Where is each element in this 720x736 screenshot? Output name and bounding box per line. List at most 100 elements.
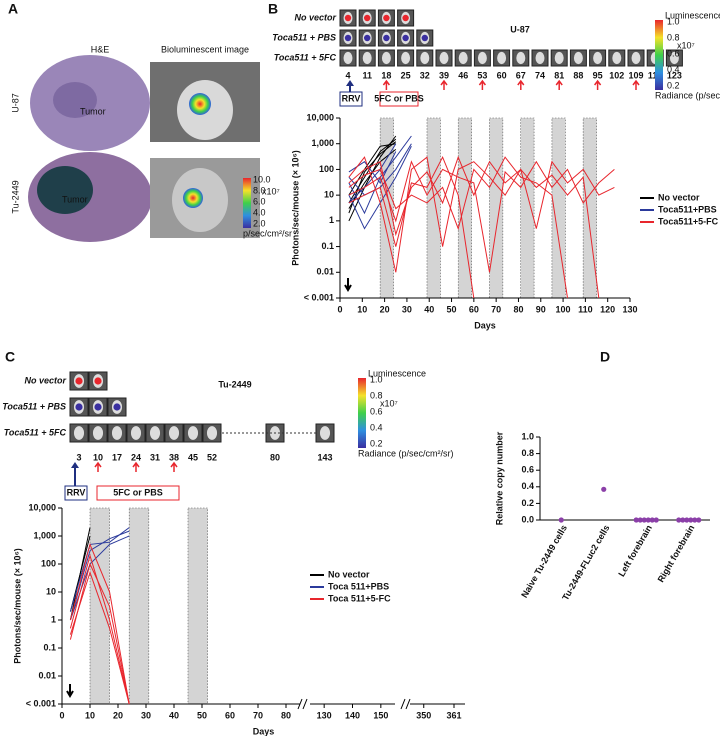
thumbnail-mouse <box>669 51 679 65</box>
data-point <box>688 517 694 523</box>
colorbar-label: 4.0 <box>253 207 266 217</box>
signal <box>183 188 203 208</box>
strip-row-label: Toca511 + 5FC <box>274 52 337 62</box>
thumbnail-signal <box>402 14 409 22</box>
x-tick-label: Naive Tu-2449 cells <box>519 523 569 599</box>
data-point <box>676 517 682 523</box>
x-tick-label: 20 <box>113 710 123 720</box>
strip-day: 17 <box>112 452 122 462</box>
y-tick-label: 0.1 <box>321 241 334 251</box>
thumbnail-signal <box>421 34 428 42</box>
strip-day: 38 <box>169 452 179 462</box>
thumbnail-mouse <box>381 51 391 65</box>
x-tick-label: 130 <box>317 710 332 720</box>
thumbnail-signal <box>383 14 390 22</box>
axis-break <box>297 698 308 710</box>
treatment-period <box>457 117 472 299</box>
strip-day: 18 <box>381 70 391 80</box>
start-arrow <box>344 278 352 292</box>
thumbnail-mouse <box>477 51 487 65</box>
x-tick-label: 60 <box>469 304 479 314</box>
colorbar <box>243 178 251 228</box>
panel-label: B <box>268 1 278 17</box>
colorbar-label: 1.0 <box>667 16 680 26</box>
colorbar-label: 0.8 <box>370 390 383 400</box>
thumbnail-mouse <box>92 426 104 440</box>
series-line <box>348 160 615 273</box>
thumbnail-mouse <box>362 51 372 65</box>
x-tick-label: Right forebrain <box>656 523 697 584</box>
strip-day: 95 <box>593 70 603 80</box>
x-tick-label: 50 <box>197 710 207 720</box>
thumbnail-mouse <box>439 51 449 65</box>
thumbnail-signal <box>75 377 83 385</box>
data-point <box>633 517 639 523</box>
x-tick-label: Tu-2449-FLuc2 cells <box>560 523 611 602</box>
rrv-arrowhead <box>346 80 354 86</box>
treatment-label: 5FC or PBS <box>113 487 163 497</box>
panel-a-images <box>28 55 260 242</box>
thumbnail-signal <box>344 14 352 22</box>
strip-day: 52 <box>207 452 217 462</box>
y-tick-label: 0.1 <box>43 642 56 652</box>
column-label: Bioluminescent image <box>161 44 249 54</box>
strip-day: 143 <box>317 452 332 462</box>
x-tick-label: 90 <box>536 304 546 314</box>
x-tick-label: 150 <box>373 710 388 720</box>
strip-day: 10 <box>93 452 103 462</box>
series-line <box>69 562 130 705</box>
x-tick-label: Left forebrain <box>616 523 654 578</box>
treatment-period <box>489 117 504 299</box>
strip-row-label: Toca511 + PBS <box>2 401 66 411</box>
colorbar-label: 1.0 <box>370 374 383 384</box>
strip-day: 81 <box>554 70 564 80</box>
x-tick-label: 350 <box>416 710 431 720</box>
x-tick-label: 130 <box>622 304 637 314</box>
chart-title: U-87 <box>510 24 530 34</box>
y-axis-label: Photons/sec/mouse (× 10⁶) <box>12 548 22 663</box>
tumor-label: Tumor <box>62 194 88 204</box>
strip-day: 31 <box>150 452 160 462</box>
x-axis-label: Days <box>253 726 275 736</box>
thumbnail-mouse <box>516 51 526 65</box>
column-label: H&E <box>91 44 110 54</box>
y-tick-label: 0.6 <box>521 465 534 475</box>
axis-break <box>400 698 411 710</box>
series-line <box>348 156 615 273</box>
panel-label: C <box>5 349 15 365</box>
colorbar-unit: x10⁷ <box>262 186 280 196</box>
strip-day: 32 <box>420 70 430 80</box>
strip-row-label: Toca511 + 5FC <box>4 427 67 437</box>
strip-day: 11 <box>362 70 372 80</box>
legend-label: Toca 511+PBS <box>328 581 389 591</box>
data-point <box>684 517 690 523</box>
x-tick-label: 100 <box>556 304 571 314</box>
x-tick-label: 40 <box>424 304 434 314</box>
strip-day: 25 <box>401 70 411 80</box>
signal <box>189 93 211 115</box>
y-tick-label: 10 <box>46 586 56 596</box>
thumbnail-signal <box>94 403 102 411</box>
row-label: U-87 <box>10 93 20 113</box>
colorbar-label: 0.6 <box>370 406 383 416</box>
strip-day: 39 <box>439 70 449 80</box>
colorbar-label: 0.2 <box>667 80 680 90</box>
y-tick-label: < 0.001 <box>304 292 334 302</box>
colorbar-caption: Radiance (p/sec/cm²/sr) <box>655 90 720 100</box>
treatment-period <box>520 117 535 299</box>
data-point <box>692 517 698 523</box>
treatment-arrow <box>382 79 390 90</box>
legend-label: Toca511+5-FC <box>658 216 719 226</box>
x-tick-label: 20 <box>380 304 390 314</box>
thumbnail-mouse <box>612 51 622 65</box>
series-line <box>69 542 130 705</box>
colorbar-label: 0.8 <box>667 32 680 42</box>
strip-day: 88 <box>573 70 583 80</box>
colorbar-title: Luminescence <box>368 368 426 378</box>
x-tick-label: 60 <box>225 710 235 720</box>
treatment-period <box>187 507 208 705</box>
x-tick-label: 50 <box>447 304 457 314</box>
data-point <box>653 517 659 523</box>
thumbnail-mouse <box>187 426 199 440</box>
